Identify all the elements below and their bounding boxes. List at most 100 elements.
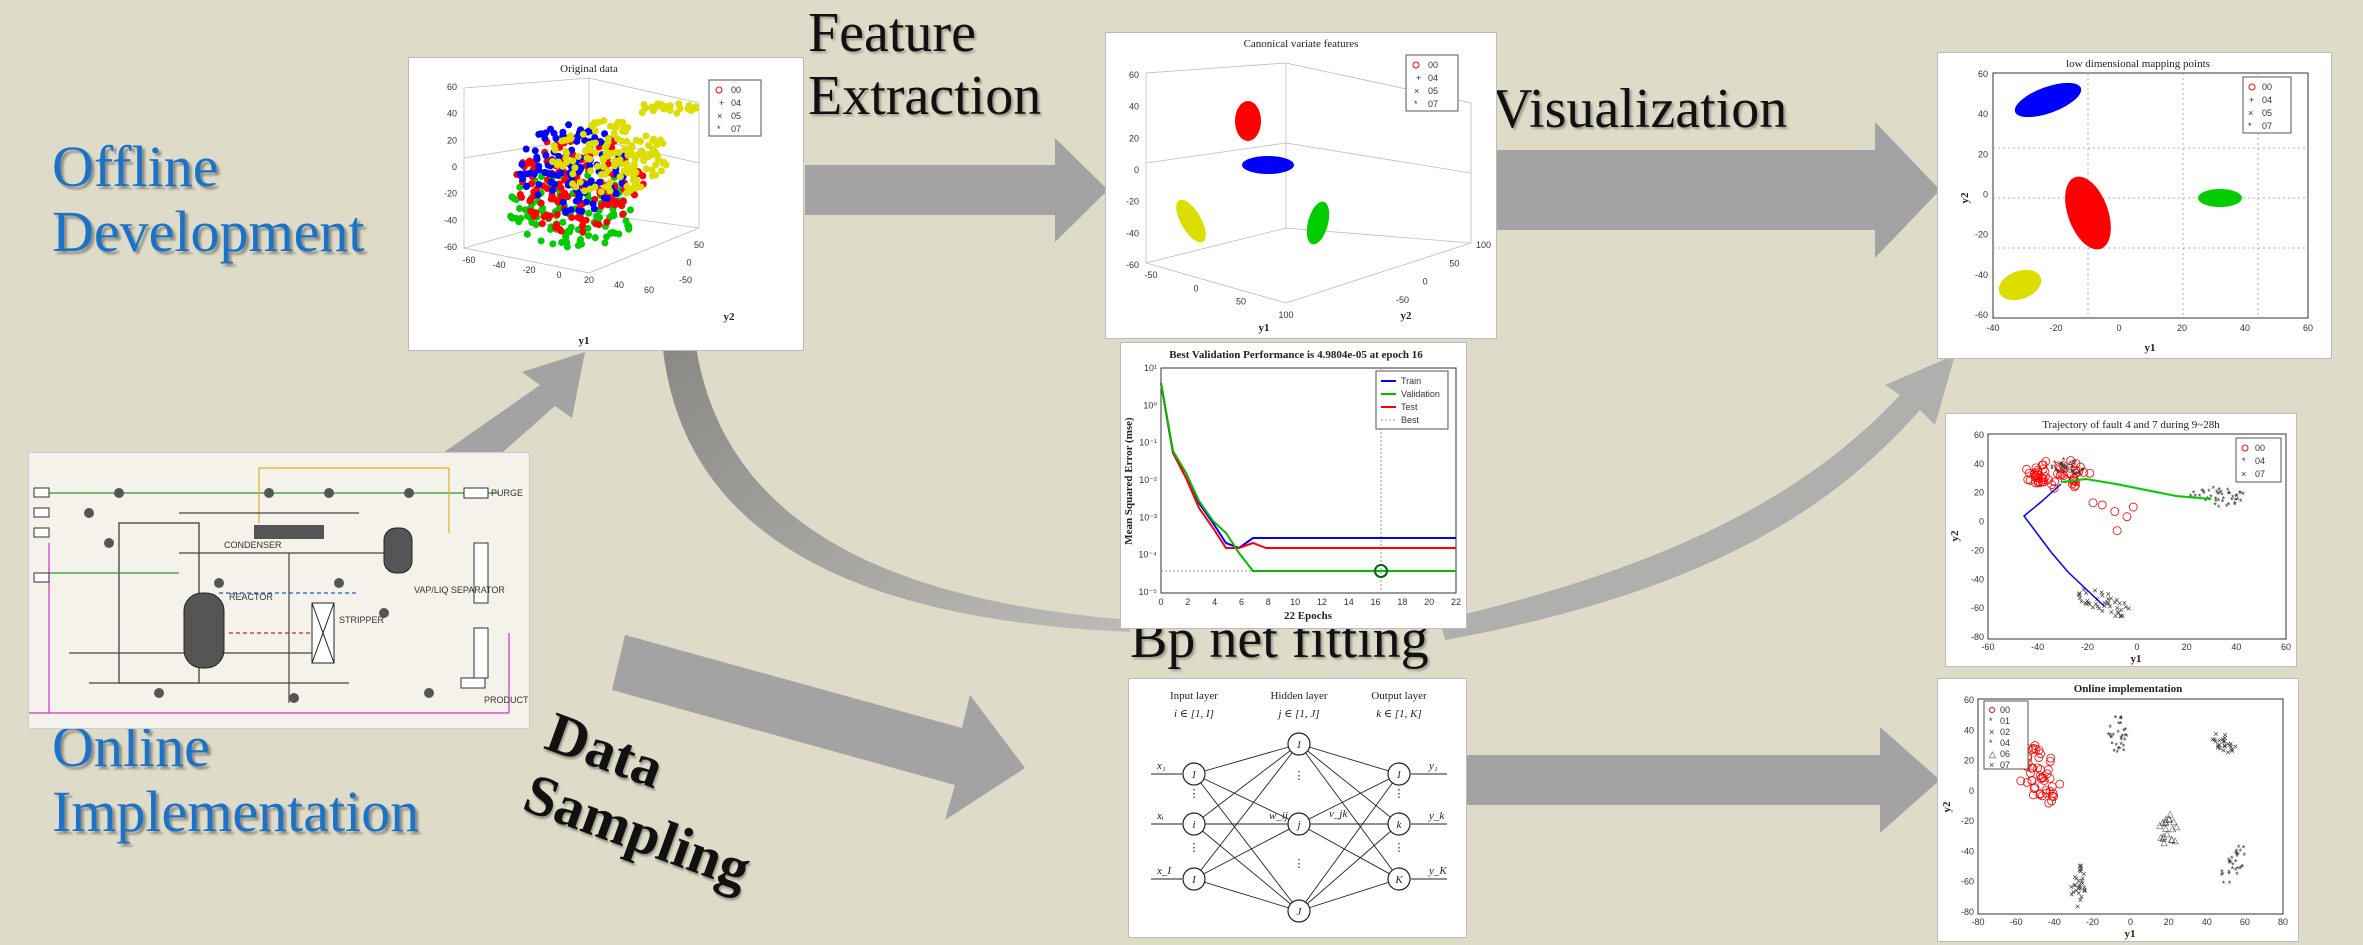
original-point-05 [541, 135, 549, 143]
online-point-04: * [2220, 867, 2224, 877]
net-input-node-circle-2 [1182, 867, 1206, 891]
original-ztick-3: 0 [452, 162, 457, 172]
trajectory-point-07: × [2116, 608, 2121, 618]
trajectory-point-04: * [2225, 502, 2229, 512]
net-ellipsis: ⋮ [1394, 842, 1405, 854]
online-point-06: △ [2168, 834, 2175, 844]
original-ztick-4: -20 [444, 189, 457, 199]
original-point-04 [596, 213, 604, 221]
trajectory-point-07: × [2104, 598, 2109, 608]
trajectory-point-00 [2047, 480, 2057, 490]
original-point-07 [594, 162, 602, 170]
net-output-var-2: y_K [1428, 865, 1447, 877]
online-ytick-1: 40 [1964, 725, 1974, 735]
original-point-00 [600, 200, 608, 208]
original-point-07 [630, 160, 638, 168]
net-range-output: k ∈ [1, K] [1376, 708, 1421, 720]
online-point-02: × [2213, 729, 2218, 739]
original-point-05 [522, 145, 530, 153]
product-text: PRODUCT [484, 695, 529, 705]
original-point-00 [543, 211, 551, 219]
original-point-00 [639, 172, 647, 180]
original-point-04 [622, 217, 630, 225]
trajectory-xtick-4: 20 [2182, 642, 2192, 652]
trajectory-point-04: * [2214, 494, 2218, 504]
trajectory-point-07: × [2119, 605, 2124, 615]
canonical-ztick-1: 40 [1129, 102, 1139, 112]
trajectory-point-07: × [2100, 590, 2105, 600]
online-point-07: × [2077, 880, 2082, 890]
online-point-07: × [2078, 861, 2083, 871]
original-point-07 [555, 158, 563, 166]
original-point-05 [550, 129, 558, 137]
online-point-01: * [2117, 720, 2121, 730]
original-point-05 [542, 151, 550, 159]
svg-text:△: △ [1989, 749, 1996, 759]
original-point-05 [548, 186, 556, 194]
online-xtick-2: -40 [2048, 917, 2061, 927]
net-edge-hidden-output [1298, 823, 1400, 912]
trajectory-point-00 [2058, 461, 2068, 470]
online-point-01: * [2116, 748, 2120, 758]
trajectory-ytick-5: -40 [1971, 574, 1984, 584]
net-weight-w: w_ij [1269, 810, 1288, 822]
trajectory-point-07: × [2106, 589, 2111, 599]
canonical-xtick-1: 0 [1193, 283, 1198, 293]
feature-extraction-label: Feature Extraction [808, 2, 1042, 127]
net-output-node-circle-0 [1387, 762, 1411, 786]
online-point-00 [2034, 745, 2044, 755]
mapping-cluster-07 [1998, 269, 2042, 301]
online-point-07: × [2076, 888, 2081, 898]
online-point-00 [2016, 776, 2026, 786]
original-point-04 [517, 214, 525, 222]
trajectory-point-04: * [2217, 497, 2221, 507]
online-point-07: × [2078, 895, 2083, 905]
online-point-01: * [2117, 744, 2121, 754]
trajectory-point-04: * [2053, 458, 2057, 468]
trajectory-point-00 [2033, 470, 2042, 480]
original-ztick-0: 60 [447, 82, 457, 92]
original-point-00 [619, 210, 627, 218]
mapping-cluster-00 [2065, 176, 2111, 250]
original-point-00 [538, 220, 546, 228]
best-epoch-marker [1374, 564, 1388, 578]
trajectory-point-04: * [2066, 465, 2070, 475]
online-point-02: × [2221, 746, 2226, 756]
online-legend-4: 06 [2000, 749, 2010, 759]
mapping-ytick-0: 60 [1978, 69, 1988, 79]
validation-xtick-6: 12 [1317, 597, 1327, 607]
original-point-07 [581, 187, 589, 195]
canonical-cluster-00 [1235, 101, 1261, 141]
original-ytick-0: 50 [694, 240, 704, 250]
online-point-02: × [2222, 737, 2227, 747]
original-point-07 [623, 137, 631, 145]
svg-text:×: × [1989, 760, 1994, 770]
online-point-07: × [2072, 872, 2077, 882]
original-xtick-6: 60 [644, 285, 654, 295]
trajectory-point-04: * [2069, 459, 2073, 469]
online-point-04: * [2231, 864, 2235, 874]
original-point-07 [649, 136, 657, 144]
original-point-00 [526, 197, 534, 205]
validation-xtick-1: 2 [1185, 597, 1190, 607]
original-point-07 [569, 180, 577, 188]
original-point-07 [655, 100, 663, 108]
trajectory-point-07: × [2109, 607, 2114, 617]
original-ztick-2: 20 [447, 135, 457, 145]
trajectory-point-04: * [2069, 464, 2073, 474]
trajectory-point-07: × [2097, 603, 2102, 613]
trajectory-ytick-6: -60 [1971, 603, 1984, 613]
validation-ytick-4: 10⁻³ [1139, 512, 1157, 522]
trajectory-point-04: * [2064, 464, 2068, 474]
online-point-04: * [2227, 856, 2231, 866]
trajectory-point-07: × [2081, 585, 2086, 595]
trajectory-xtick-3: 0 [2134, 642, 2139, 652]
online-title: Online implementation [2074, 683, 2182, 695]
online-point-04: * [2237, 843, 2241, 853]
trajectory-point-00 [2054, 461, 2064, 471]
online-point-01: * [2108, 723, 2112, 733]
separator-text: VAP/LIQ SEPARATOR [414, 585, 505, 595]
online-ytick-4: -20 [1961, 816, 1974, 826]
online-point-07: × [2078, 861, 2083, 871]
online-point-06: △ [2162, 816, 2169, 826]
